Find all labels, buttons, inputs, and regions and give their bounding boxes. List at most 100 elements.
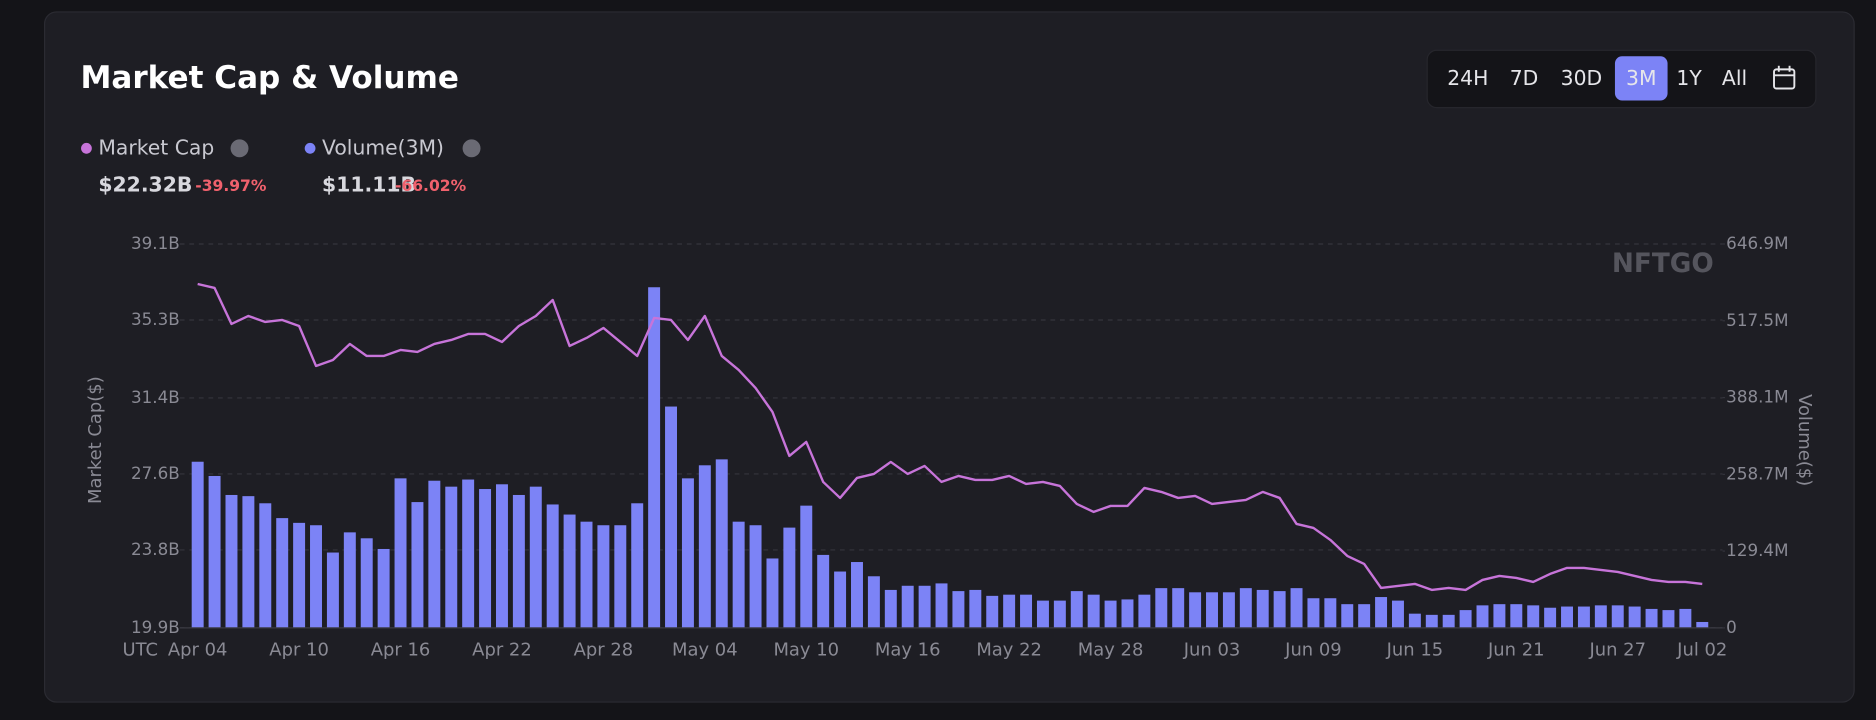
y-axis-title: Market Cap($) [85, 376, 106, 504]
chart-title: Market Cap & Volume [80, 60, 459, 96]
volume-bar [1273, 591, 1286, 628]
volume-bar [1053, 600, 1066, 628]
x-tick-label: Apr 10 [269, 640, 329, 661]
x-tick-label: Apr 04 [168, 640, 228, 661]
volume-bar [1036, 600, 1049, 628]
volume-bar [1476, 605, 1489, 628]
range-button[interactable]: 1Y [1676, 66, 1702, 90]
volume-bar [1375, 597, 1388, 628]
y-tick-label: 27.6B [131, 463, 180, 483]
y2-tick-label: 129.4M [1726, 540, 1788, 560]
x-tick-label: Jun 09 [1284, 640, 1342, 661]
volume-bar [411, 502, 424, 628]
volume-bar [462, 479, 475, 628]
volume-bar [749, 525, 762, 628]
y2-tick-label: 0 [1726, 617, 1737, 637]
volume-bar [1341, 604, 1354, 628]
volume-bar [1206, 592, 1218, 628]
volume-bar [208, 475, 221, 628]
volume-bar [969, 589, 982, 628]
volume-bar [1645, 608, 1658, 628]
volume-bar [428, 480, 441, 628]
volume-bar [343, 532, 356, 628]
volume-bar [817, 554, 830, 628]
volume-bar [1104, 600, 1117, 628]
volume-bar [1256, 589, 1269, 628]
volume-bar [1020, 594, 1033, 628]
y-tick-label: 23.8B [131, 539, 180, 559]
legend-change: -66.02% [395, 177, 467, 195]
watermark: NFTGO [1612, 249, 1714, 279]
volume-bar [242, 496, 255, 628]
volume-bar [631, 503, 644, 628]
volume-bar [293, 522, 306, 628]
volume-bar [884, 589, 897, 628]
calendar-icon[interactable] [1773, 65, 1796, 90]
volume-bar [326, 552, 339, 628]
volume-bar [665, 406, 678, 628]
volume-bar [783, 527, 796, 628]
y2-tick-label: 517.5M [1726, 310, 1788, 330]
y-tick-label: 31.4B [131, 387, 180, 407]
x-tick-label: Jun 15 [1386, 640, 1444, 661]
range-button[interactable]: 30D [1561, 66, 1603, 90]
volume-bar [935, 583, 948, 628]
volume-bar [1324, 598, 1337, 628]
range-button[interactable]: 24H [1447, 66, 1488, 90]
volume-bar [310, 525, 322, 628]
timezone-label: UTC [122, 640, 158, 661]
volume-bar [580, 521, 593, 628]
volume-bar [563, 514, 576, 628]
range-button[interactable]: 7D [1510, 66, 1539, 90]
volume-bar [952, 591, 965, 628]
volume-bar [259, 503, 272, 628]
range-button[interactable]: 3M [1626, 66, 1656, 90]
legend-summary: $22.32B [98, 172, 192, 196]
volume-bar [1239, 588, 1252, 628]
volume-bar [529, 486, 542, 628]
volume-bar [445, 486, 458, 628]
volume-bar [276, 518, 289, 628]
volume-bar [1222, 592, 1235, 628]
x-tick-label: May 22 [976, 640, 1042, 661]
volume-bar [1087, 594, 1100, 628]
volume-bar [901, 585, 914, 628]
info-icon[interactable] [462, 139, 481, 158]
x-tick-label: Apr 16 [371, 640, 431, 661]
x-tick-label: May 04 [672, 640, 738, 661]
volume-bar [512, 494, 525, 628]
y2-tick-label: 258.7M [1726, 463, 1788, 483]
volume-bar [1070, 591, 1083, 628]
volume-bar [918, 585, 931, 628]
y2-tick-label: 646.9M [1726, 233, 1788, 253]
volume-bar [225, 494, 238, 628]
volume-bar [495, 484, 508, 628]
legend-change: -39.97% [195, 177, 267, 195]
legend-dot [304, 142, 316, 154]
volume-bar [986, 595, 999, 628]
volume-bar [715, 459, 728, 628]
x-tick-label: Jun 21 [1487, 640, 1545, 661]
legend-dot [81, 142, 92, 154]
range-selected-bg [1614, 56, 1668, 101]
volume-bar [1391, 600, 1404, 628]
volume-bar [834, 571, 847, 628]
legend-summary: $11.11B [322, 172, 416, 196]
volume-bar [377, 548, 390, 628]
volume-bar [1189, 592, 1202, 628]
volume-bar [191, 461, 204, 628]
volume-bar [1561, 606, 1574, 628]
volume-bar [800, 505, 813, 628]
volume-bar [1679, 608, 1692, 628]
info-icon[interactable] [230, 139, 249, 158]
volume-bar [360, 538, 373, 628]
range-button[interactable]: All [1722, 66, 1747, 90]
x-tick-label: May 28 [1078, 640, 1144, 661]
volume-bar [766, 558, 779, 628]
volume-bar [1510, 604, 1523, 628]
y2-tick-label: 388.1M [1726, 387, 1788, 407]
x-tick-label: Jul 02 [1676, 640, 1727, 661]
volume-bar [732, 521, 745, 628]
volume-bar [597, 525, 610, 628]
